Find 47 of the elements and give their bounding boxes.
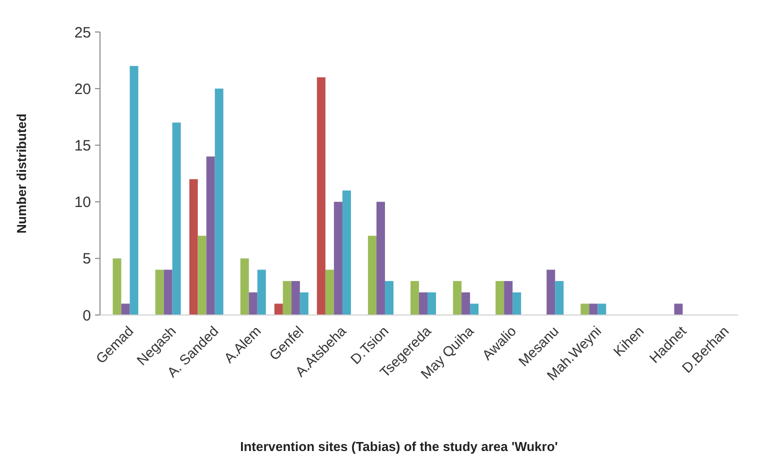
bar <box>274 304 283 315</box>
x-axis-title: Intervention sites (Tabias) of the study area 'Wukro' <box>240 439 558 454</box>
bar <box>598 304 606 315</box>
bar <box>214 88 224 315</box>
bar <box>674 304 683 315</box>
bar <box>546 270 556 315</box>
bar <box>189 179 198 315</box>
bar <box>462 292 470 315</box>
bar <box>342 190 351 315</box>
bar <box>496 281 504 315</box>
bar <box>555 281 564 315</box>
y-tick-label: 10 <box>74 194 91 212</box>
bar <box>325 270 334 315</box>
bar <box>257 270 266 315</box>
bar <box>504 281 513 315</box>
bar <box>198 236 206 315</box>
bar <box>580 304 590 315</box>
bar <box>121 304 130 315</box>
y-tick-label: 5 <box>82 250 91 268</box>
bar <box>112 258 122 315</box>
y-tick-label: 20 <box>74 80 91 98</box>
bar <box>419 292 428 315</box>
bar <box>130 66 138 315</box>
bar <box>155 270 164 315</box>
y-tick-label: 15 <box>74 137 91 154</box>
bar <box>248 292 258 315</box>
y-axis-title: Number distributed <box>14 114 29 234</box>
bar <box>206 156 215 315</box>
bar <box>368 236 376 315</box>
bar <box>291 281 300 315</box>
bar <box>384 281 394 315</box>
bar <box>410 281 419 315</box>
bar <box>512 292 522 315</box>
bar <box>376 202 385 315</box>
bar <box>589 304 598 315</box>
bar <box>334 202 342 315</box>
bar <box>470 304 479 315</box>
bar <box>300 292 308 315</box>
bar <box>316 77 326 315</box>
bar <box>240 258 249 315</box>
bar <box>164 270 172 315</box>
bar <box>453 281 462 315</box>
y-tick-label: 0 <box>82 307 91 324</box>
bar <box>428 292 436 315</box>
y-tick-label: 25 <box>74 24 91 42</box>
bar <box>282 281 292 315</box>
bar <box>172 122 181 315</box>
